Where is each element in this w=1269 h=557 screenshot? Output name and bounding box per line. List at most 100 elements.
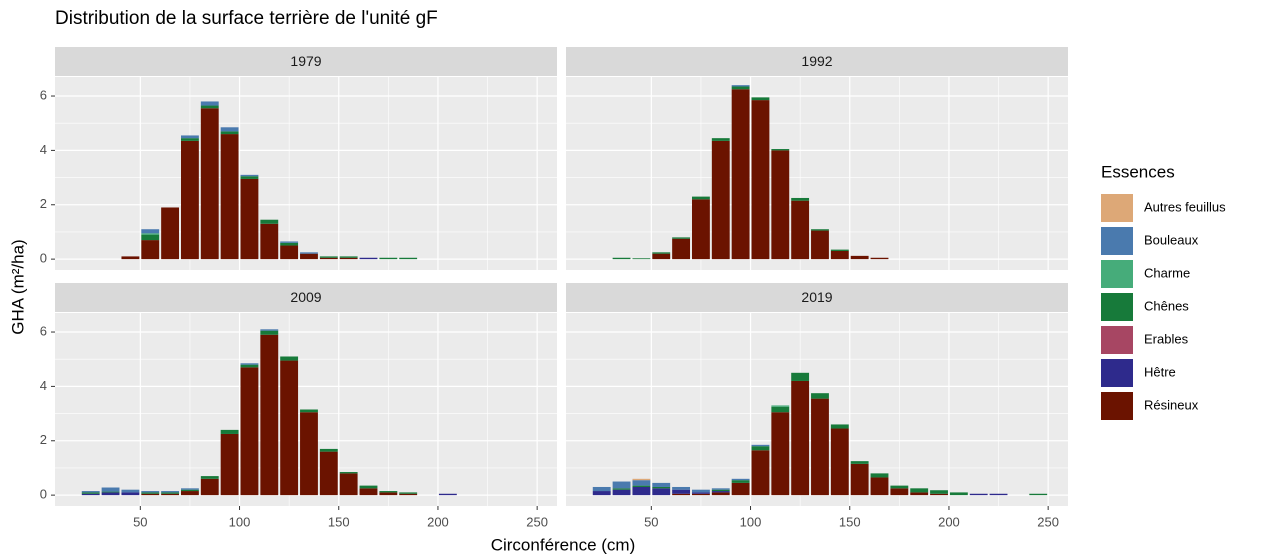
bar-segment — [260, 329, 279, 331]
legend-key — [1101, 260, 1133, 288]
bar-segment — [830, 424, 849, 429]
legend-label: Charme — [1144, 265, 1190, 280]
legend-label: Chênes — [1144, 298, 1189, 313]
bar-segment — [399, 257, 418, 260]
bar-segment — [771, 405, 790, 407]
legend-key — [1101, 293, 1133, 321]
bar-segment — [791, 200, 810, 260]
x-axis-title: Circonférence (cm) — [491, 535, 636, 554]
bar-segment — [319, 256, 338, 258]
bar-segment — [751, 446, 770, 451]
chart-title: Distribution de la surface terrière de l… — [55, 8, 438, 29]
y-axis-title: GHA (m²/ha) — [8, 239, 27, 334]
bar-segment — [930, 493, 948, 496]
bar-segment — [771, 412, 790, 496]
strip — [566, 283, 1068, 312]
bar-segment — [121, 492, 140, 496]
bar-segment — [121, 489, 140, 493]
bar-segment — [180, 140, 199, 260]
bar-segment — [910, 492, 929, 496]
bar-segment — [101, 491, 120, 493]
bar-segment — [711, 488, 730, 490]
bar-segment — [830, 250, 849, 260]
legend-key — [1101, 194, 1133, 222]
bar-segment — [672, 486, 691, 490]
x-tick-label: 150 — [328, 514, 350, 529]
legend-key — [1101, 359, 1133, 387]
bar-segment — [850, 255, 869, 260]
bar-segment — [260, 330, 279, 335]
bar-segment — [632, 258, 651, 260]
bar-segment — [81, 491, 100, 493]
bar-segment — [200, 476, 219, 479]
bar-segment — [751, 100, 770, 260]
strip-label: 2019 — [801, 289, 832, 305]
x-tick-label: 200 — [938, 514, 960, 529]
bar-segment — [751, 450, 770, 496]
legend-label: Résineux — [1144, 397, 1199, 412]
legend-label: Bouleaux — [1144, 232, 1199, 247]
bar-segment — [359, 257, 378, 260]
bar-segment — [141, 229, 160, 234]
bar-segment — [240, 363, 259, 365]
bar-segment — [240, 367, 259, 496]
y-tick-label: 2 — [40, 432, 47, 447]
bar-segment — [280, 242, 299, 246]
bar-segment — [731, 482, 750, 496]
bar-segment — [672, 493, 691, 496]
strip-label: 1979 — [290, 53, 321, 69]
bar-segment — [791, 197, 810, 201]
bar-segment — [691, 196, 710, 200]
bar-segment — [200, 478, 219, 496]
legend-key — [1101, 227, 1133, 255]
bar-segment — [180, 488, 199, 490]
bar-segment — [652, 488, 671, 496]
bar-segment — [121, 256, 140, 260]
bar-segment — [161, 491, 180, 493]
bar-segment — [339, 257, 358, 260]
x-tick-label: 100 — [229, 514, 251, 529]
bar-segment — [632, 486, 651, 496]
bar-segment — [890, 488, 909, 496]
bar-segment — [949, 492, 968, 496]
strip — [55, 47, 557, 76]
legend-key — [1101, 392, 1133, 420]
bar-segment — [161, 492, 180, 494]
bar-segment — [731, 89, 750, 260]
bar-segment — [811, 398, 829, 496]
x-tick-label: 50 — [133, 514, 147, 529]
bar-segment — [731, 86, 750, 90]
bar-segment — [612, 481, 631, 489]
bar-segment — [220, 131, 239, 135]
bar-segment — [632, 485, 651, 487]
bar-segment — [280, 356, 299, 361]
bar-segment — [592, 486, 611, 492]
y-tick-label: 4 — [40, 142, 47, 157]
bar-segment — [81, 493, 100, 496]
bar-segment — [592, 491, 611, 496]
bar-segment — [850, 463, 869, 496]
bar-segment — [260, 219, 279, 224]
bar-segment — [300, 252, 318, 254]
bar-segment — [141, 240, 160, 260]
bar-segment — [870, 473, 889, 478]
bar-segment — [260, 223, 279, 260]
bar-segment — [359, 485, 378, 489]
bar-segment — [711, 489, 730, 492]
bar-segment — [711, 491, 730, 493]
x-tick-label: 100 — [740, 514, 762, 529]
bar-segment — [672, 237, 691, 239]
bar-segment — [200, 108, 219, 260]
bar-segment — [141, 233, 160, 235]
bar-segment — [711, 140, 730, 260]
bar-segment — [220, 127, 239, 132]
y-tick-label: 6 — [40, 323, 47, 338]
bar-segment — [811, 393, 829, 399]
bar-segment — [830, 249, 849, 251]
bar-segment — [870, 477, 889, 496]
bar-segment — [691, 493, 710, 496]
strip — [55, 283, 557, 312]
bar-segment — [791, 372, 810, 381]
bar-segment — [399, 493, 418, 496]
